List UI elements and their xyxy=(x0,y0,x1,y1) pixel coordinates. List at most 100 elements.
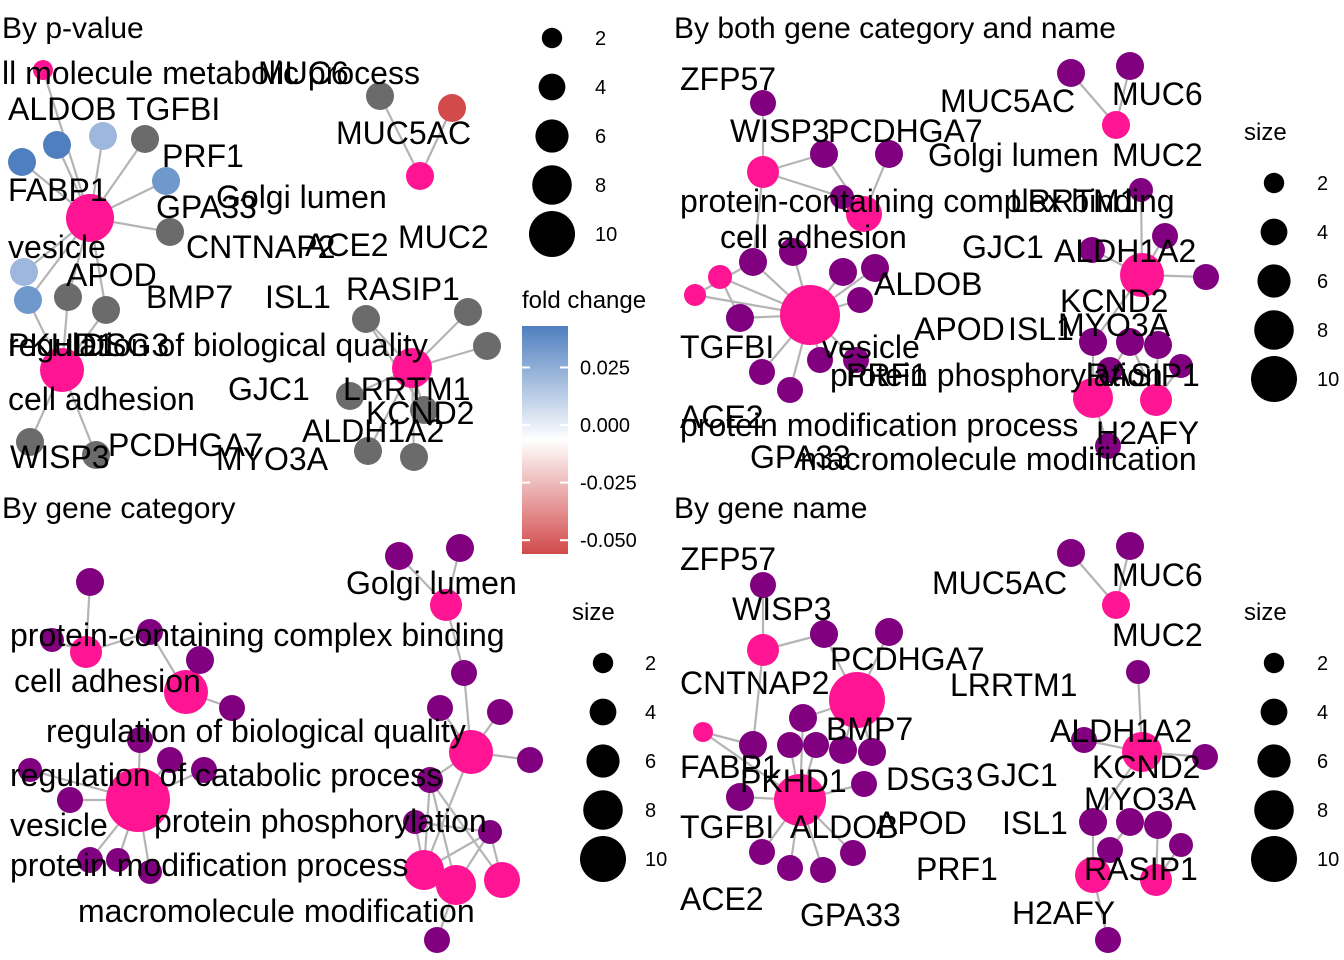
size-legend-key xyxy=(1260,218,1288,246)
size-legend-label: 2 xyxy=(645,653,656,675)
gene-node xyxy=(89,122,117,150)
node-label: cell adhesion xyxy=(720,219,907,255)
gene-node xyxy=(1144,811,1172,839)
size-legend-label: 10 xyxy=(1317,849,1339,871)
gene-node xyxy=(829,736,857,764)
node-label: KCND2 xyxy=(366,395,474,431)
size-legend-key xyxy=(1260,698,1288,726)
panel-title: By gene name xyxy=(674,492,867,525)
node-label: LRRTM1 xyxy=(343,371,470,407)
size-legend-label: 2 xyxy=(595,28,606,50)
category-node xyxy=(684,284,706,306)
node-label: ACE2 xyxy=(680,881,764,917)
gene-node xyxy=(1057,59,1085,87)
node-label: MUC2 xyxy=(398,219,489,255)
node-label: LRRTM1 xyxy=(950,667,1077,703)
node-label: GJC1 xyxy=(976,757,1058,793)
gene-node xyxy=(137,619,163,645)
category-node xyxy=(1073,378,1113,418)
size-legend-label: 2 xyxy=(1317,173,1328,195)
node-label: PRF1 xyxy=(162,138,244,174)
node-label: MYO3A xyxy=(216,441,329,477)
gene-node xyxy=(1079,328,1107,356)
gene-node xyxy=(861,254,889,282)
node-label: CNTNAP2 xyxy=(680,665,829,701)
gene-node xyxy=(840,840,866,866)
gene-node xyxy=(186,646,214,674)
gene-node xyxy=(127,727,153,753)
node-label: ll molecule metabolic process xyxy=(2,55,420,91)
gene-node xyxy=(875,140,903,168)
category-node xyxy=(1122,732,1162,772)
category-node xyxy=(406,162,434,190)
size-legend-label: 4 xyxy=(595,77,606,99)
gene-node xyxy=(1095,927,1121,953)
gene-node xyxy=(749,839,775,865)
gene-node xyxy=(1152,223,1178,249)
node-label: PCDHGA7 xyxy=(108,427,263,463)
node-label: ALDOB xyxy=(8,91,116,127)
category-node xyxy=(430,589,462,621)
size-legend-label: 2 xyxy=(1317,653,1328,675)
node-label: MUC6 xyxy=(258,55,349,91)
gene-node xyxy=(438,94,466,122)
node-label: H2AFY xyxy=(1012,895,1115,931)
node-label: Golgi lumen xyxy=(216,179,387,215)
node-label: vesicle xyxy=(10,807,108,843)
gene-node xyxy=(1071,727,1097,753)
category-node xyxy=(747,156,779,188)
node-label: MUC6 xyxy=(1112,76,1203,112)
gene-node xyxy=(417,767,443,793)
node-label: MYO3A xyxy=(1084,781,1197,817)
node-label: PRF1 xyxy=(916,851,998,887)
category-node xyxy=(392,348,432,388)
size-legend-key xyxy=(538,73,566,101)
gene-node xyxy=(777,732,803,758)
gene-node xyxy=(1193,264,1219,290)
node-label: APOD xyxy=(876,805,967,841)
size-legend: 2 4 6 8 10 xyxy=(1251,652,1339,882)
gene-node xyxy=(57,787,83,813)
gene-node xyxy=(830,185,854,209)
gene-node xyxy=(454,298,482,326)
size-legend-label: 4 xyxy=(1317,222,1328,244)
category-node xyxy=(164,670,208,714)
gene-node xyxy=(106,848,130,872)
category-node xyxy=(66,194,114,242)
gene-node xyxy=(1116,52,1144,80)
size-legend: 2 4 6 8 10 xyxy=(580,652,667,882)
gene-node xyxy=(750,572,776,598)
colorbar-tick-label: 0.025 xyxy=(580,357,630,379)
gene-node xyxy=(779,238,807,266)
gene-node xyxy=(152,167,180,195)
gene-node xyxy=(354,437,382,465)
node-label: ISL1 xyxy=(265,279,331,315)
size-legend-label: 8 xyxy=(645,800,656,822)
category-node xyxy=(404,850,444,890)
node-label: protein modification process xyxy=(680,407,1078,443)
gene-node xyxy=(739,731,767,759)
category-node xyxy=(449,730,493,774)
size-legend-title: size xyxy=(572,599,615,626)
gene-node xyxy=(446,534,474,562)
node-label: ISL1 xyxy=(1008,311,1074,347)
gene-node xyxy=(8,148,36,176)
gene-node xyxy=(18,758,42,782)
size-legend-label: 6 xyxy=(1317,751,1328,773)
gene-node xyxy=(156,218,184,246)
node-label: Golgi lumen xyxy=(928,137,1099,173)
size-legend-key xyxy=(580,836,626,882)
size-legend-key xyxy=(1251,356,1297,402)
node-label: FABP1 xyxy=(8,172,108,208)
size-legend-key xyxy=(529,211,575,257)
node-label: regulation of biological quality xyxy=(8,327,428,363)
size-legend-label: 6 xyxy=(595,126,606,148)
gene-node xyxy=(789,704,817,732)
category-node xyxy=(33,60,53,80)
size-legend-label: 4 xyxy=(1317,702,1328,724)
gene-node xyxy=(851,771,877,797)
gene-node xyxy=(739,248,767,276)
category-node xyxy=(70,636,102,668)
node-label: protein-containing complex binding xyxy=(10,617,505,653)
